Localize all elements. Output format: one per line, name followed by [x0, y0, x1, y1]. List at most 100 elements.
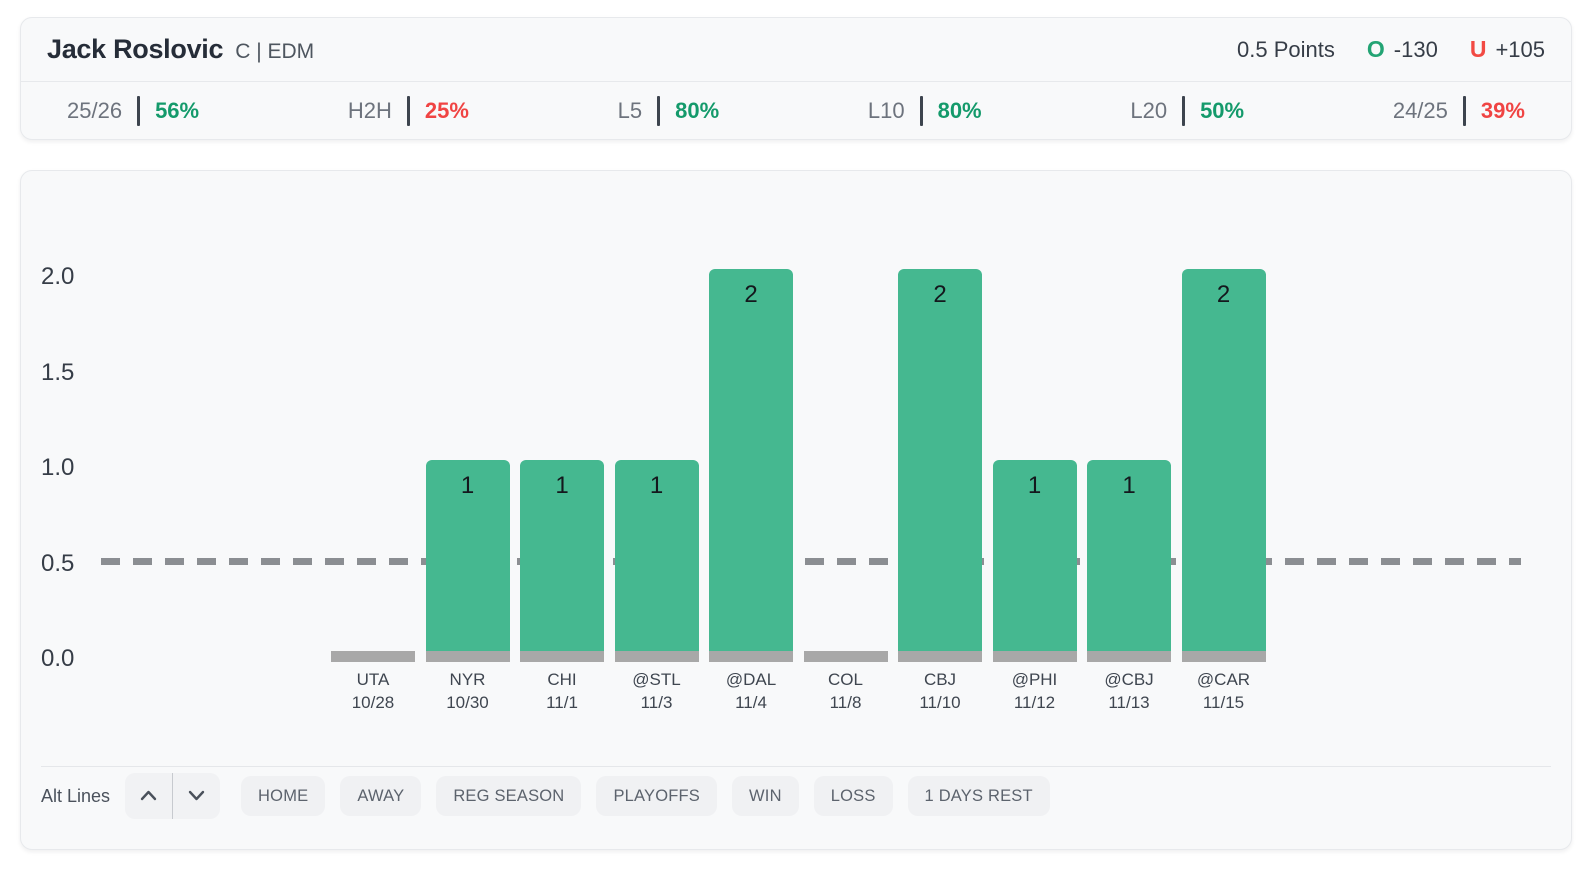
x-axis-label: @STL 11/3	[607, 668, 707, 714]
bar-value-label: 1	[460, 472, 475, 499]
x-axis-label: @CAR 11/15	[1174, 668, 1274, 714]
stat-value: 39%	[1480, 97, 1525, 123]
stat-value: 80%	[937, 97, 982, 123]
filter-button-playoffs[interactable]: PLAYOFFS	[596, 776, 718, 816]
over-odds: O -130	[1367, 36, 1438, 63]
x-label-opponent: CHI	[547, 670, 577, 689]
x-label-date: 11/15	[1202, 693, 1245, 712]
chart-controls: Alt Lines HOME AWAY REG SEASON PLAYOFFS WIN L…	[41, 771, 1551, 821]
under-icon: U	[1469, 36, 1487, 62]
controls-divider	[41, 766, 1551, 767]
x-label-opponent: @CAR	[1196, 670, 1251, 689]
x-label-opponent: CBJ	[923, 670, 957, 689]
bar-zero-base	[520, 651, 604, 662]
game-bar: 1	[520, 460, 604, 651]
x-label-opponent: @CBJ	[1104, 670, 1154, 689]
prop-line-label: 0.5 Points	[1237, 36, 1335, 62]
bar-value-label: 1	[1122, 472, 1136, 499]
stat-separator	[919, 95, 923, 126]
y-axis-tick-label: 0.0	[41, 645, 75, 672]
bar-chart: 2.0 1.5 1.0 0.5 0.0 UTA 10/28 1 NYR 10/30 1 CHI 11/1…	[21, 171, 1571, 849]
x-label-date: 11/3	[640, 693, 673, 712]
stat-label: L10	[867, 97, 905, 123]
player-info: Jack Roslovic C | EDM	[47, 34, 314, 65]
stat-item: 25/26 56%	[67, 95, 199, 126]
bar-zero-base	[614, 651, 699, 662]
filter-buttons: HOME AWAY REG SEASON PLAYOFFS WIN LOSS 1 DAYS …	[241, 776, 1050, 816]
over-odds-value: -130	[1393, 36, 1438, 62]
stat-label: L20	[1130, 97, 1168, 123]
stat-item: L10 80%	[867, 95, 982, 126]
stat-value: 25%	[424, 97, 469, 123]
odds-group: 0.5 Points O -130 U +105	[1237, 36, 1545, 63]
bar-zero-base	[331, 651, 415, 662]
bar-zero-base	[898, 651, 982, 662]
under-odds: U +105	[1470, 36, 1545, 63]
game-bar: 1	[1087, 460, 1171, 651]
under-odds-value: +105	[1495, 36, 1545, 62]
bar-zero-base	[992, 651, 1077, 662]
stat-separator	[657, 95, 661, 126]
filter-button-1-days-rest[interactable]: 1 DAYS REST	[907, 776, 1050, 816]
x-label-date: 11/10	[919, 693, 961, 712]
x-label-date: 11/4	[735, 693, 767, 712]
filter-button-reg-season[interactable]: REG SEASON	[436, 776, 582, 816]
x-axis-label: @PHI 11/12	[985, 668, 1085, 714]
player-name: Jack Roslovic	[47, 34, 224, 64]
stat-label: H2H	[347, 97, 392, 123]
bar-value-label: 2	[933, 281, 947, 308]
betting-line	[101, 557, 1521, 565]
player-header-row: Jack Roslovic C | EDM 0.5 Points O -130 …	[21, 18, 1571, 82]
stat-item: L5 80%	[618, 95, 719, 126]
hit-rate-stats-row: 25/26 56% H2H 25% L5 80% L10 80% L20 50% 24/25 39%	[21, 82, 1571, 139]
x-label-opponent: UTA	[356, 670, 390, 689]
x-label-date: 11/1	[546, 693, 578, 712]
filter-button-win[interactable]: WIN	[732, 776, 799, 816]
filter-button-away[interactable]: AWAY	[340, 776, 422, 816]
stat-separator	[406, 95, 410, 126]
x-label-date: 10/30	[446, 693, 489, 712]
y-axis-tick-label: 1.0	[41, 454, 75, 481]
bar-zero-base	[803, 651, 888, 662]
stat-separator	[1462, 95, 1466, 126]
bar-zero-base	[709, 651, 793, 662]
x-axis-label: @DAL 11/4	[701, 668, 801, 714]
bar-zero-base	[425, 651, 510, 662]
y-axis-tick-label: 2.0	[41, 263, 75, 290]
stat-separator	[137, 95, 141, 126]
bar-value-label: 2	[744, 281, 758, 308]
y-axis-tick-label: 1.5	[41, 358, 75, 386]
x-label-opponent: COL	[828, 670, 863, 689]
alt-lines-label: Alt Lines	[41, 785, 111, 806]
alt-line-down-button[interactable]	[173, 773, 220, 819]
bar-value-label: 1	[1027, 472, 1042, 499]
stat-label: 24/25	[1392, 97, 1448, 123]
alt-lines-stepper	[125, 773, 221, 819]
chevron-down-icon	[188, 789, 205, 804]
filter-button-loss[interactable]: LOSS	[813, 776, 893, 816]
x-axis-label: COL 11/8	[796, 668, 896, 714]
game-bar: 1	[425, 460, 510, 651]
bar-value-label: 1	[649, 472, 664, 499]
stat-value: 50%	[1200, 97, 1245, 123]
filter-button-home[interactable]: HOME	[241, 776, 326, 816]
x-axis-label: CHI 11/1	[512, 668, 612, 714]
bar-value-label: 2	[1216, 281, 1231, 308]
stat-separator	[1182, 95, 1186, 126]
x-label-opponent: @STL	[632, 670, 681, 689]
bar-value-label: 1	[555, 472, 569, 499]
player-header-card: Jack Roslovic C | EDM 0.5 Points O -130 …	[20, 17, 1572, 140]
x-axis-label: UTA 10/28	[323, 668, 423, 714]
chart-card: 2.0 1.5 1.0 0.5 0.0 UTA 10/28 1 NYR 10/30 1 CHI 11/1…	[20, 170, 1572, 850]
y-axis-tick-label: 0.5	[41, 549, 75, 577]
player-position-team: C | EDM	[235, 40, 315, 63]
x-label-date: 11/13	[1108, 693, 1150, 712]
stat-item: 24/25 39%	[1392, 95, 1525, 126]
alt-line-up-button[interactable]	[125, 773, 172, 819]
chevron-up-icon	[140, 789, 157, 804]
stepper-separator	[172, 773, 174, 819]
bar-zero-base	[1087, 651, 1171, 662]
stat-item: L20 50%	[1130, 95, 1245, 126]
x-axis-label: CBJ 11/10	[890, 668, 990, 714]
